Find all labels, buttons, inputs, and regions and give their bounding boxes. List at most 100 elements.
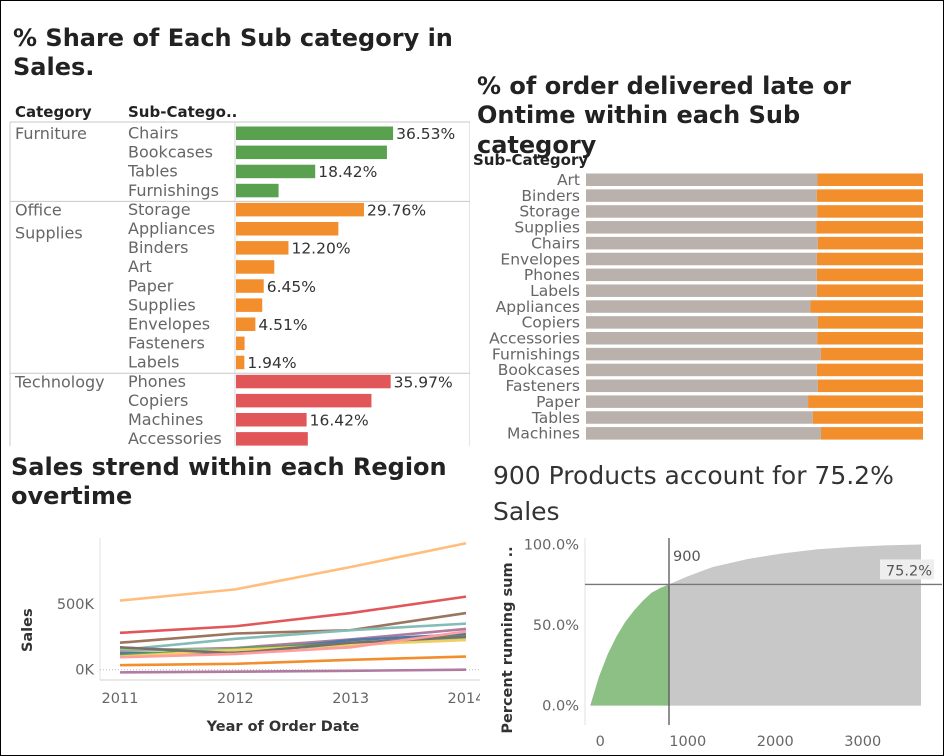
ontime-stack-segment [817,316,923,329]
region-series-line [119,611,467,645]
region-x-tick-label: 2012 [217,691,254,707]
ontime-stack-segment [586,268,817,282]
share-bar [236,183,279,198]
region-x-axis-title: Year of Order Date [206,719,360,735]
ontime-category-label: Fasteners [506,377,581,395]
pareto-y-tick-label: 0.0% [542,699,579,715]
share-bar [236,374,391,389]
share-data-label: 4.51% [258,316,307,334]
subcategory-label: Bookcases [128,143,213,162]
ontime-category-label: Bookcases [498,361,580,379]
pareto-reference-y-label-bg [880,559,934,580]
share-bar [236,298,263,312]
ontime-stack-segment [817,332,923,345]
share-bar [236,126,394,140]
share-chart-title: % Share of Each Sub category in Sales. [13,24,453,82]
ontime-category-label: Supplies [514,219,580,237]
subcategory-label: Copiers [128,391,188,410]
pareto-reference-x-label: 900 [673,549,701,565]
subcategory-label: Supplies [128,295,196,314]
ontime-category-label: Binders [521,187,580,205]
subcategory-label: Binders [128,238,188,257]
ontime-stack-segment [586,173,818,186]
share-bar [236,317,256,331]
pareto-chart-title: 900 Products account for 75.2% Sales [493,461,894,527]
share-data-label: 6.45% [267,278,316,296]
subcategory-label: Envelopes [128,315,210,334]
ontime-stack-segment [586,221,817,234]
region-x-tick-label: 2013 [332,691,369,707]
category-label: Furniture [15,124,87,143]
ontime-stack-segment [586,411,813,424]
ontime-stack-segment [586,332,818,345]
ontime-category-label: Appliances [496,298,580,316]
ontime-stack-segment [812,411,923,424]
subcategory-column-header: Sub-Catego.. [128,103,237,121]
region-series-line [119,668,467,674]
share-bar [236,336,245,351]
subcategory-label: Fasteners [128,334,205,353]
ontime-category-label: Furnishings [492,345,580,363]
share-data-label: 1.94% [247,354,296,372]
region-chart-title: Sales strend within each Region overtime [11,453,447,511]
pareto-y-axis-title: Percent running sum .. [500,546,516,733]
ontime-category-label: Copiers [522,314,580,332]
region-y-tick-label: 0K [75,663,94,679]
ontime-stack-segment [816,268,923,282]
ontime-stack-segment [586,284,817,297]
ontime-category-label: Envelopes [500,250,580,268]
ontime-stack-segment [820,347,923,361]
subcategory-label: Labels [128,353,180,372]
ontime-stack-segment [816,252,923,266]
region-y-axis-title: Sales [20,608,36,652]
subcategory-label: Machines [128,410,203,429]
share-bar [236,260,275,274]
ontime-stack-segment [817,173,923,186]
share-data-label: 12.20% [291,240,350,258]
pareto-x-tick-label: 1000 [669,734,706,750]
share-bar [236,241,289,255]
share-bar [236,393,372,408]
ontime-stack-segment [586,252,817,266]
ontime-stack-segment [808,395,923,408]
share-bar [236,164,316,179]
region-line-chart: 0K 500K 2011 2012 2013 2014 Year of Order Date… [20,538,480,735]
share-bar [236,279,264,293]
category-label: Technology [14,372,105,391]
region-series-line [119,655,467,667]
share-data-label: 18.42% [318,163,377,181]
share-bar [236,202,364,217]
ontime-category-label: Accessories [489,330,580,348]
subcategory-label: Furnishings [128,181,219,200]
ontime-category-label: Tables [531,409,580,427]
ontime-stack-segment [586,236,818,250]
ontime-stack-segment [586,316,818,329]
ontime-stack-segment [817,236,923,250]
ontime-stack-segment [816,284,923,297]
subcategory-label: Chairs [128,124,178,143]
share-data-label: 29.76% [367,201,426,219]
share-bar [236,432,308,446]
pareto-x-tick-label: 3000 [844,734,881,750]
region-series-line [119,622,467,652]
share-data-label: 35.97% [394,373,453,391]
share-bar-chart: Category Sub-Catego.. Furniture Chairs 36.… [9,103,470,446]
ontime-stack-segment [586,347,821,361]
ontime-stack-segment [817,205,923,218]
share-bar [236,145,387,160]
ontime-stack-segment [586,395,809,408]
ontime-stack-segment [586,363,817,377]
ontime-category-label: Storage [519,203,580,221]
ontime-category-label: Art [557,171,580,189]
pareto-reference-y-label: 75.2% [886,563,932,579]
region-x-tick-label: 2014 [448,691,480,707]
subcategory-label: Paper [128,276,174,295]
ontime-stack-segment [820,427,923,440]
share-bar [236,413,307,427]
ontime-stack-segment [586,379,818,393]
ontime-stack-segment [586,189,817,202]
category-label: Office [15,200,62,219]
category-column-header: Category [15,103,92,121]
region-series-line [119,595,467,635]
pareto-x-tick-label: 2000 [757,734,794,750]
